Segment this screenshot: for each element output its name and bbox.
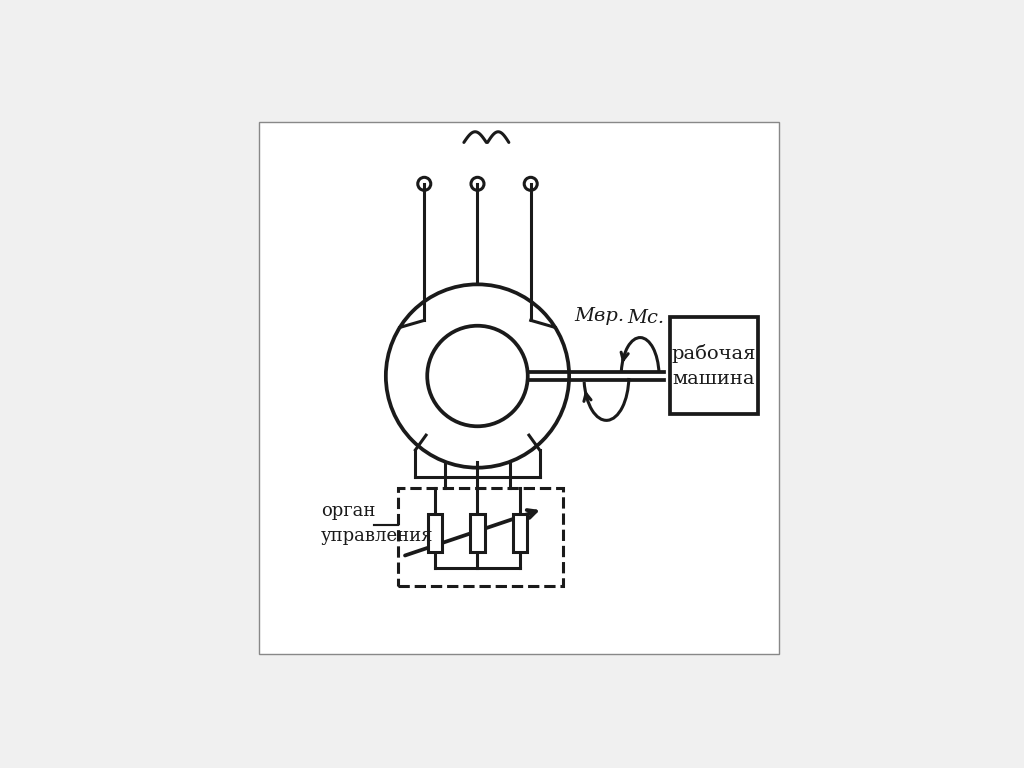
Text: рабочая
машина: рабочая машина <box>672 343 757 388</box>
Bar <box>670 317 759 415</box>
Text: орган
управления: орган управления <box>321 502 433 545</box>
Bar <box>397 488 563 586</box>
Bar <box>259 121 779 654</box>
Text: Мвр.: Мвр. <box>574 306 625 325</box>
Bar <box>470 514 484 552</box>
Bar <box>428 514 442 552</box>
Bar <box>513 514 527 552</box>
Text: Мс.: Мс. <box>628 309 665 327</box>
